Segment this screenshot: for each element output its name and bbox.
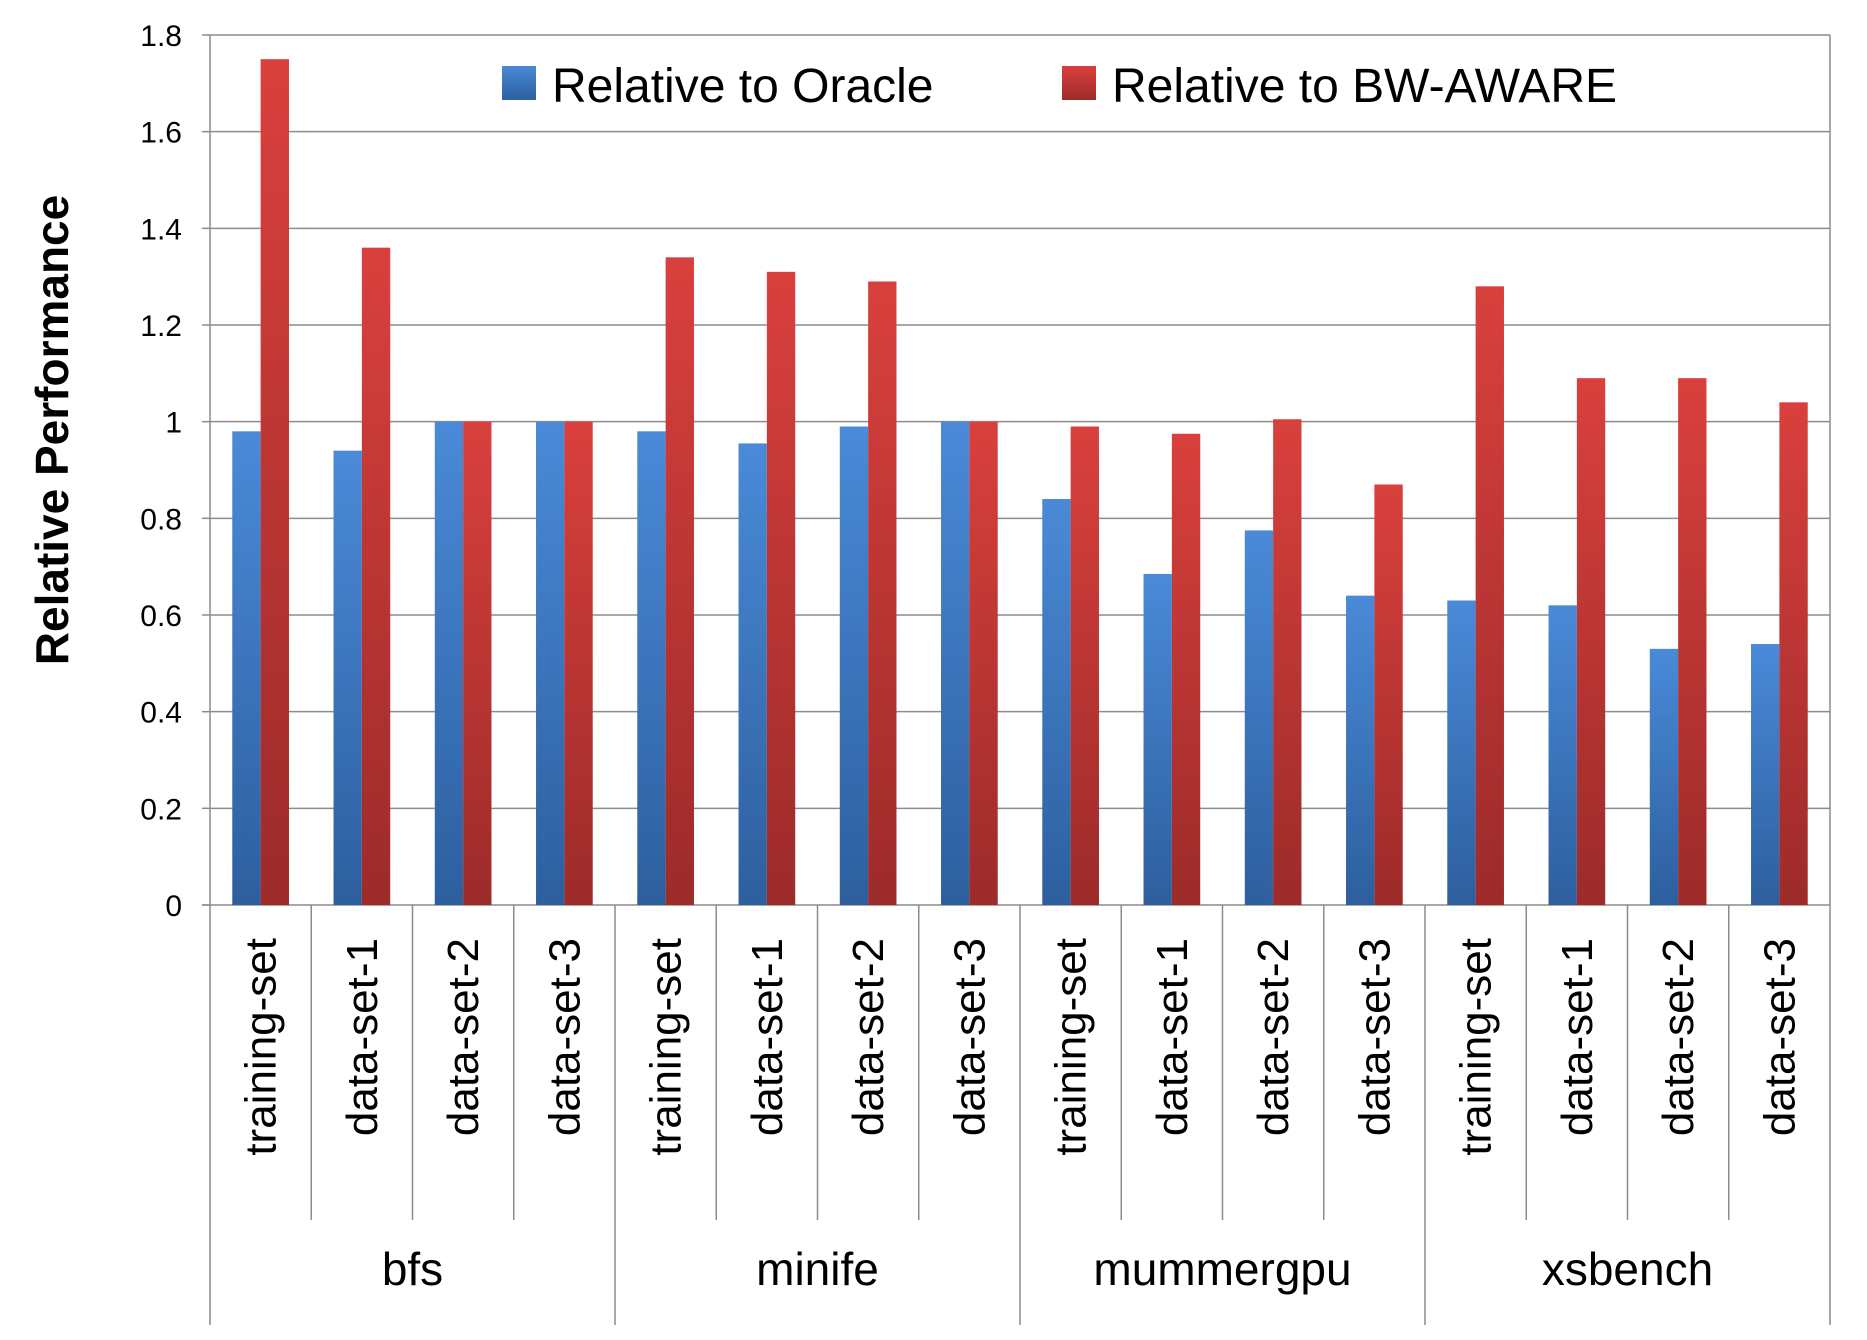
y-tick-label: 1.6 — [140, 117, 182, 150]
x-category-label: training-set — [642, 938, 691, 1156]
y-tick-labels: 0 0.2 0.4 0.6 0.8 1 1.2 1.4 1.6 1.8 — [140, 20, 182, 923]
x-category-label: data-set-2 — [1249, 938, 1298, 1136]
x-category-labels: training-set data-set-1 data-set-2 data-set… — [237, 938, 1805, 1156]
y-tick-label: 1.4 — [140, 213, 182, 246]
x-group-labels: bfs minife mummergpu xsbench — [382, 1243, 1713, 1295]
x-category-label: data-set-2 — [844, 938, 893, 1136]
y-axis-label: Relative Performance — [26, 195, 78, 665]
bar-bwaware — [1576, 378, 1606, 906]
bar-oracle — [434, 421, 464, 905]
x-category-label: training-set — [237, 938, 286, 1156]
x-group-label: xsbench — [1542, 1243, 1713, 1295]
x-category-label: training-set — [1452, 938, 1501, 1156]
y-tick-label: 0.2 — [140, 793, 182, 826]
x-category-label: data-set-2 — [439, 938, 488, 1136]
bar-oracle — [637, 431, 666, 905]
bar-bwaware — [1171, 433, 1201, 905]
bar-oracle — [1548, 605, 1577, 905]
x-group-label: minife — [756, 1243, 879, 1295]
bar-bwaware — [868, 281, 897, 905]
y-tick-label: 1 — [165, 407, 182, 440]
bar-bwaware — [969, 421, 998, 905]
x-category-label: data-set-3 — [945, 938, 994, 1136]
bar-oracle — [1751, 644, 1780, 905]
bar-bwaware — [665, 257, 694, 905]
x-group-label: bfs — [382, 1243, 443, 1295]
x-category-label: data-set-1 — [743, 938, 792, 1136]
x-category-label: training-set — [1047, 938, 1096, 1156]
x-category-label: data-set-3 — [1350, 938, 1399, 1136]
bar-bwaware — [564, 421, 593, 905]
legend-swatch-oracle — [502, 66, 536, 100]
bar-oracle — [536, 421, 565, 905]
x-group-label: mummergpu — [1093, 1243, 1351, 1295]
bars — [232, 59, 1808, 906]
bar-oracle — [1649, 648, 1679, 905]
bar-bwaware — [1374, 484, 1403, 905]
bar-oracle — [1244, 530, 1274, 905]
bar-bwaware — [1070, 426, 1099, 905]
x-category-label: data-set-3 — [1755, 938, 1804, 1136]
bar-oracle — [1346, 595, 1375, 905]
x-category-label: data-set-1 — [338, 938, 387, 1136]
bar-bwaware — [1779, 402, 1808, 905]
bar-oracle — [941, 421, 970, 905]
y-tick-label: 1.2 — [140, 310, 182, 343]
legend: Relative to Oracle Relative to BW-AWARE — [502, 60, 1617, 113]
bar-bwaware — [463, 421, 492, 905]
y-tick-label: 0.4 — [140, 697, 182, 730]
x-category-label: data-set-2 — [1654, 938, 1703, 1136]
legend-label-bwaware: Relative to BW-AWARE — [1112, 60, 1617, 113]
bar-oracle — [1042, 499, 1071, 905]
y-tick-label: 0.6 — [140, 600, 182, 633]
bar-oracle — [1447, 600, 1476, 905]
x-category-label: data-set-1 — [1148, 938, 1197, 1136]
bar-bwaware — [1273, 419, 1302, 905]
x-category-label: data-set-1 — [1553, 938, 1602, 1136]
legend-label-oracle: Relative to Oracle — [552, 60, 934, 113]
legend-swatch-bwaware — [1062, 66, 1096, 100]
y-tick-label: 0.8 — [140, 503, 182, 536]
bar-oracle — [1143, 573, 1172, 905]
bar-oracle — [839, 426, 869, 905]
bar-oracle — [232, 431, 261, 905]
bar-bwaware — [766, 271, 796, 905]
y-tick-label: 0 — [165, 890, 182, 923]
y-tick-label: 1.8 — [140, 20, 182, 53]
bar-bwaware — [361, 247, 391, 905]
bar-bwaware — [1678, 378, 1707, 906]
bar-bwaware — [260, 59, 289, 905]
x-category-label: data-set-3 — [540, 938, 589, 1136]
bar-oracle — [738, 443, 767, 905]
bar-oracle — [333, 450, 362, 905]
bar-bwaware — [1475, 286, 1504, 905]
